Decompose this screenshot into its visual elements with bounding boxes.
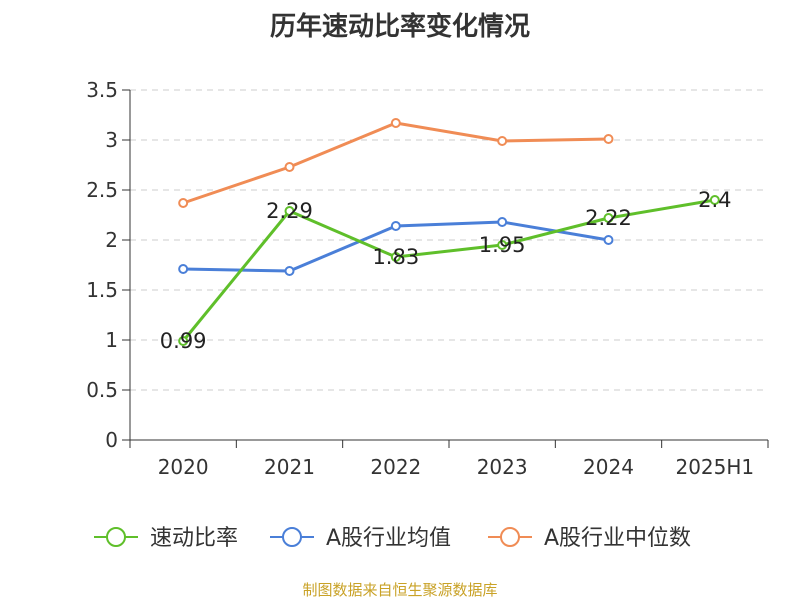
data-point xyxy=(390,221,401,231)
legend-marker xyxy=(106,527,126,547)
data-point xyxy=(497,240,508,250)
data-point xyxy=(284,266,295,276)
legend-marker xyxy=(282,527,302,547)
x-tick-label: 2024 xyxy=(583,455,634,479)
data-point xyxy=(603,235,614,245)
data-point xyxy=(178,198,189,208)
legend-label: A股行业中位数 xyxy=(544,526,691,551)
data-point xyxy=(709,195,720,205)
x-tick-label: 2025H1 xyxy=(675,455,754,479)
chart-title: 历年速动比率变化情况 xyxy=(269,12,530,42)
x-tick-label: 2021 xyxy=(264,455,315,479)
y-tick-label: 2 xyxy=(105,228,118,252)
y-tick-label: 1.5 xyxy=(86,278,118,302)
legend-marker xyxy=(500,527,520,547)
data-point xyxy=(284,162,295,172)
legend-label: A股行业均值 xyxy=(326,526,451,551)
y-tick-label: 1 xyxy=(105,328,118,352)
data-point xyxy=(284,206,295,216)
data-label: 0.99 xyxy=(160,329,207,353)
y-tick-label: 0 xyxy=(105,428,118,452)
y-tick-label: 3.5 xyxy=(86,78,118,102)
data-label: 1.95 xyxy=(479,233,526,257)
data-label: 2.4 xyxy=(698,188,731,212)
x-tick-label: 2022 xyxy=(370,455,421,479)
y-tick-label: 3 xyxy=(105,128,118,152)
data-point xyxy=(178,264,189,274)
data-point xyxy=(497,136,508,146)
y-tick-label: 2.5 xyxy=(86,178,118,202)
data-point xyxy=(390,118,401,128)
data-label: 2.22 xyxy=(585,206,632,230)
data-point xyxy=(178,336,189,346)
data-point xyxy=(603,134,614,144)
series-line-0 xyxy=(182,198,716,342)
source-note: 制图数据来自恒生聚源数据库 xyxy=(302,581,498,599)
data-label: 2.29 xyxy=(266,199,313,223)
data-point xyxy=(390,252,401,262)
legend-label: 速动比率 xyxy=(150,526,238,551)
data-point xyxy=(603,213,614,223)
x-tick-label: 2020 xyxy=(158,455,209,479)
data-label: 1.83 xyxy=(372,245,419,269)
series-line-2 xyxy=(182,121,609,205)
data-point xyxy=(497,217,508,227)
x-tick-label: 2023 xyxy=(477,455,528,479)
y-tick-label: 0.5 xyxy=(86,378,118,402)
